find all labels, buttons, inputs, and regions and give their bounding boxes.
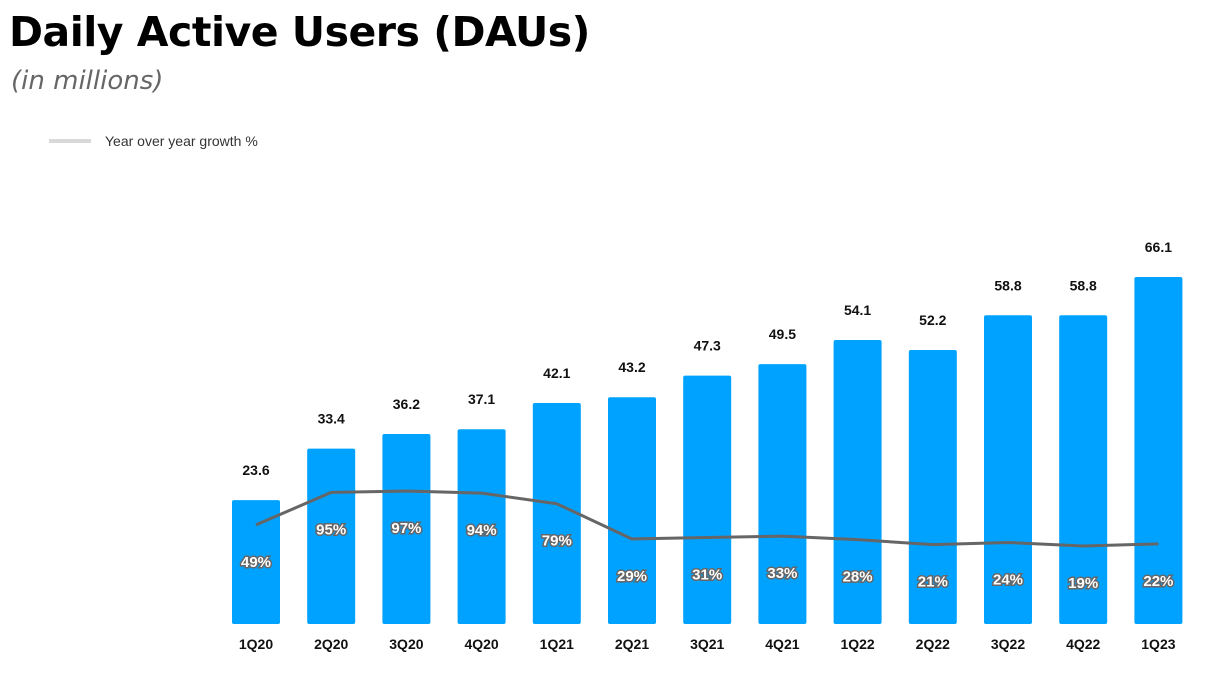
bar-value-label: 23.6 (242, 462, 269, 478)
growth-label: 33% (767, 565, 797, 582)
growth-label: 31% (692, 567, 722, 584)
growth-label: 24% (993, 571, 1023, 588)
bar-value-label: 49.5 (769, 326, 796, 342)
growth-label: 49% (241, 554, 271, 571)
bar (382, 433, 431, 624)
bar (608, 397, 656, 624)
legend: Year over year growth % (49, 133, 258, 149)
x-tick-label: 1Q21 (540, 636, 574, 652)
x-tick-label: 4Q20 (464, 636, 498, 652)
bar (232, 500, 280, 624)
growth-label: 28% (843, 569, 873, 586)
bar-value-label: 54.1 (844, 302, 871, 318)
x-tick-label: 2Q21 (615, 636, 649, 652)
bar-value-label: 43.2 (618, 359, 645, 375)
bar-value-label: 52.2 (919, 312, 946, 328)
bar (457, 429, 506, 624)
growth-label: 79% (542, 533, 572, 550)
x-tick-label: 4Q22 (1066, 636, 1100, 652)
growth-label: 21% (918, 574, 948, 591)
bar (908, 349, 957, 624)
x-tick-label: 3Q21 (690, 636, 724, 652)
bar (833, 339, 882, 624)
x-tick-label: 3Q22 (991, 636, 1025, 652)
growth-label: 22% (1143, 573, 1173, 590)
bar-value-label: 47.3 (694, 338, 721, 354)
bar-value-label: 66.1 (1145, 239, 1172, 255)
x-tick-label: 2Q20 (314, 636, 348, 652)
growth-label: 29% (617, 568, 647, 585)
x-tick-label: 1Q23 (1141, 636, 1175, 652)
x-tick-label: 1Q20 (239, 636, 273, 652)
chart-title: Daily Active Users (DAUs) (9, 8, 590, 56)
chart-subtitle: (in millions) (11, 66, 164, 96)
bar (1134, 276, 1183, 624)
x-tick-label: 4Q21 (765, 636, 799, 652)
x-tick-label: 1Q22 (840, 636, 874, 652)
growth-label: 94% (467, 522, 497, 539)
bar (683, 375, 732, 624)
growth-label: 97% (391, 520, 421, 537)
legend-label: Year over year growth % (105, 133, 258, 149)
x-tick-label: 2Q22 (916, 636, 950, 652)
growth-line (255, 489, 1159, 548)
bar-value-label: 58.8 (994, 277, 1021, 293)
bar (758, 364, 807, 624)
bar-value-label: 36.2 (393, 396, 420, 412)
bar-value-label: 58.8 (1070, 277, 1097, 293)
bar-value-label: 37.1 (468, 391, 495, 407)
x-tick-label: 3Q20 (389, 636, 423, 652)
growth-label: 95% (316, 521, 346, 538)
bar (984, 315, 1032, 624)
bar-value-label: 42.1 (543, 365, 570, 381)
legend-line-swatch (49, 139, 91, 143)
growth-label: 19% (1068, 575, 1098, 592)
bar-value-label: 33.4 (318, 411, 345, 427)
bar (532, 402, 581, 624)
